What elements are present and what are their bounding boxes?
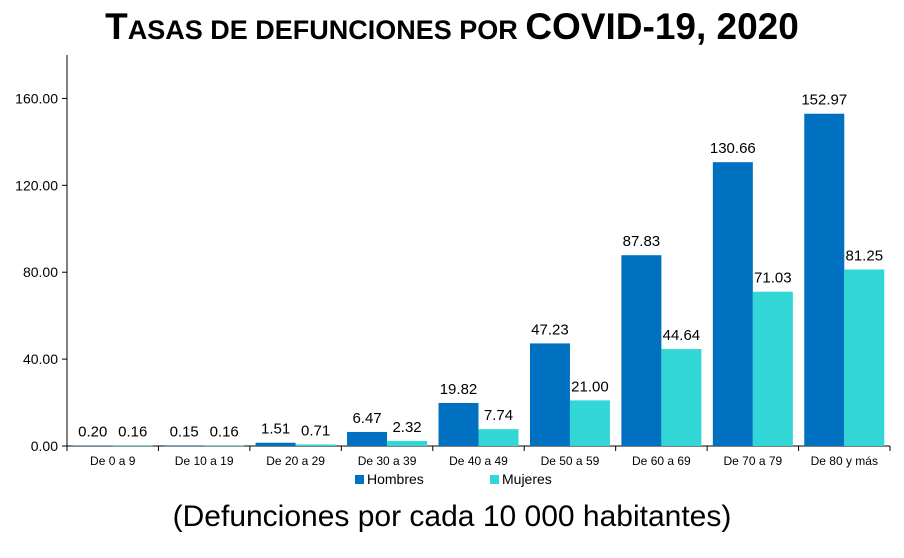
bar-mujeres [569,400,610,446]
bar-mujeres [204,445,245,447]
bar-hombres [255,442,296,446]
y-tick-label: 80.00 [23,264,58,280]
bar-value-label: 0.16 [118,424,147,441]
bar-value-label: 152.97 [801,92,847,109]
legend-label-hombres: Hombres [367,471,424,487]
bar-hombres [438,402,479,446]
x-tick-label: De 10 a 19 [175,454,234,468]
bar-value-label: 0.16 [210,424,239,441]
x-tick-label: De 70 a 79 [723,454,782,468]
x-tick-label: De 40 a 49 [449,454,508,468]
x-tick-label: De 60 a 69 [632,454,691,468]
bar-value-label: 21.00 [571,378,609,395]
bar-value-label: 81.25 [846,248,884,265]
bar-value-label: 1.51 [261,421,290,438]
bar-mujeres [844,269,885,446]
bar-mujeres [661,349,702,446]
y-tick-label: 160.00 [15,90,58,106]
bar-hombres [712,162,753,447]
bar-value-label: 0.15 [170,424,199,441]
title-initial: T [105,6,128,47]
chart-title: TASAS DE DEFUNCIONES POR COVID-19, 2020 [0,6,904,48]
bar-value-label: 7.74 [484,407,513,424]
bar-hombres [804,113,845,447]
bar-hombres [72,445,113,447]
bar-value-label: 47.23 [531,321,569,338]
y-tick-label: 120.00 [15,177,58,193]
bar-mujeres [295,444,336,446]
bar-mujeres [387,440,428,446]
title-covid: COVID-19, 2020 [525,6,799,47]
bar-value-label: 44.64 [663,327,701,344]
x-tick-label: De 30 a 39 [358,454,417,468]
title-main: ASAS DE DEFUNCIONES POR [127,15,526,45]
y-tick-label: 40.00 [23,351,58,367]
bar-value-label: 0.20 [78,424,107,441]
bar-hombres [164,445,205,447]
bar-mujeres [112,445,153,447]
y-tick-label: 0.00 [31,438,58,454]
chart-subtitle: (Defunciones por cada 10 000 habitantes) [172,500,732,533]
bar-mujeres [752,291,793,446]
x-tick-label: De 50 a 59 [541,454,600,468]
x-tick-label: De 80 y más [811,454,878,468]
bar-hombres [529,343,570,446]
legend-swatch-mujeres [490,475,499,484]
bar-value-label: 87.83 [623,233,661,250]
bar-value-label: 6.47 [352,410,381,427]
bar-value-label: 130.66 [710,140,756,157]
legend-swatch-hombres [355,475,364,484]
bar-hombres [347,431,388,446]
bar-value-label: 19.82 [440,381,478,398]
bar-value-label: 71.03 [754,270,792,287]
legend-label-mujeres: Mujeres [502,471,552,487]
bar-mujeres [478,429,519,446]
x-tick-label: De 0 a 9 [90,454,136,468]
bar-value-label: 2.32 [392,419,421,436]
bar-hombres [621,255,662,446]
x-tick-label: De 20 a 29 [266,454,325,468]
bar-value-label: 0.71 [301,422,330,439]
